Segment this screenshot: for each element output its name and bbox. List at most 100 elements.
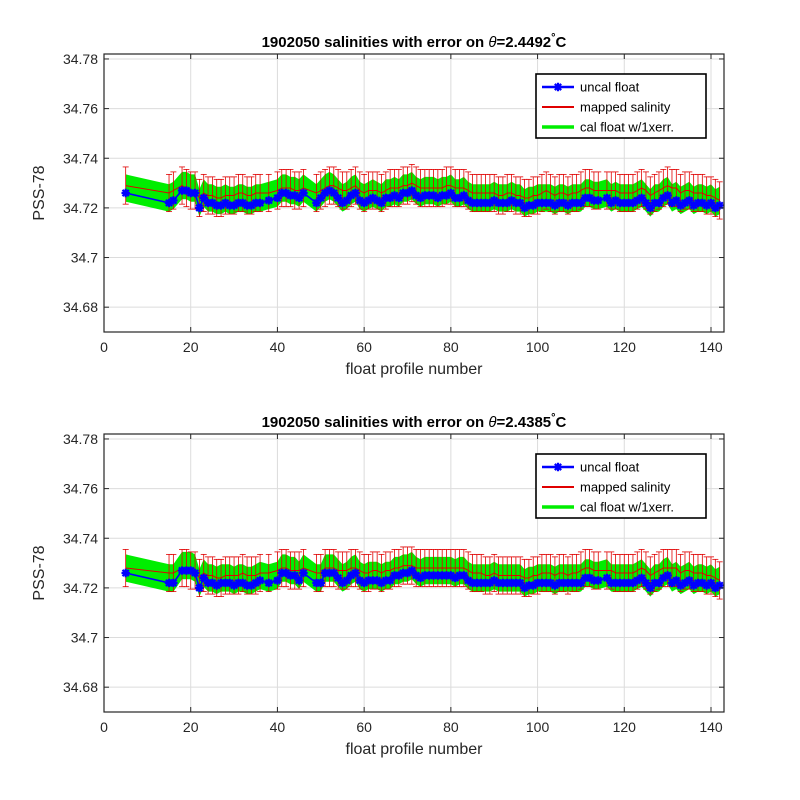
x-axis-ticks: 0 20 40 60 80 100 120 140 [100, 434, 723, 735]
uncal-float-point [568, 198, 577, 208]
uncal-float-point [468, 578, 477, 588]
y-tick-label: 34.74 [63, 530, 98, 546]
legend-label-cal: cal float w/1xerr. [580, 120, 674, 135]
x-axis-label: float profile number [346, 361, 484, 378]
mapped-salinity-errorbar [330, 166, 337, 205]
mapped-salinity-errorbar [122, 166, 129, 205]
uncal-float-point [312, 578, 321, 588]
uncal-float-point [325, 568, 334, 578]
uncal-float-point [320, 568, 330, 578]
axes-box [103, 433, 725, 713]
uncal-float-point [620, 578, 629, 588]
uncal-float-point [225, 201, 234, 210]
uncal-float-point [633, 196, 642, 205]
mapped-salinity-errorbar [491, 173, 498, 213]
uncal-float-point [698, 198, 707, 208]
uncal-float-point [437, 191, 447, 200]
uncal-float-point [550, 201, 560, 210]
mapped-salinity-errorbar [716, 561, 723, 600]
uncal-float-point [416, 573, 425, 583]
chart-panel-1: 0 20 40 60 80 100 120 14034.6834.734.7234.7434.… [31, 32, 725, 378]
uncal-float-point [576, 198, 586, 208]
uncal-float-point [255, 576, 265, 585]
title-degree: ° [551, 412, 555, 424]
uncal-float-point [368, 193, 378, 203]
uncal-float-point [312, 198, 321, 208]
uncal-float-point [511, 578, 521, 588]
legend-label-cal: cal float w/1xerr. [580, 500, 674, 515]
y-tick-label: 34.76 [63, 101, 98, 117]
uncal-float-point [299, 568, 308, 578]
uncal-float-point [706, 578, 716, 588]
mapped-salinity-errorbar [330, 549, 337, 588]
uncal-float-point [186, 188, 195, 198]
y-tick-label: 34.7 [71, 250, 98, 266]
uncal-float-point [403, 568, 412, 578]
uncal-float-point [342, 576, 351, 585]
uncal-float-point [455, 571, 464, 580]
uncal-float-point [624, 578, 633, 588]
uncal-float-point [490, 576, 499, 585]
uncal-float-point [221, 578, 230, 588]
uncal-float-point [338, 578, 347, 588]
uncal-float-point [685, 576, 694, 585]
uncal-float-point [459, 571, 469, 580]
uncal-float-series [121, 186, 724, 213]
mapped-salinity-errorbar [707, 556, 714, 595]
x-tick-label: 40 [270, 339, 286, 355]
mapped-salinity-errorbar [525, 178, 532, 217]
uncal-float-point [286, 191, 295, 200]
uncal-float-point [602, 573, 612, 583]
uncal-float-point [273, 193, 282, 203]
y-tick-label: 34.68 [63, 299, 98, 315]
uncal-float-point [338, 198, 347, 208]
chart-title: 1902050 salinities with error on θ=2.438… [262, 412, 567, 431]
uncal-float-point [628, 198, 638, 208]
uncal-float-point [711, 203, 720, 213]
uncal-float-point [542, 578, 551, 588]
uncal-float-point [251, 578, 260, 588]
uncal-float-point [390, 571, 399, 580]
mapped-salinity-errorbar [252, 556, 259, 595]
uncal-float-point [372, 576, 382, 585]
uncal-float-point [672, 196, 681, 205]
mapped-salinity-errorbar [265, 173, 272, 213]
uncal-float-point [641, 198, 651, 208]
uncal-float-point [333, 573, 343, 583]
mapped-salinity-errorbar [283, 549, 290, 588]
uncal-float-point [715, 201, 724, 210]
mapped-salinity-series [122, 164, 723, 220]
uncal-float-point [320, 188, 330, 198]
uncal-float-point [542, 198, 551, 208]
y-tick-label: 34.78 [63, 431, 98, 447]
x-tick-label: 120 [613, 339, 637, 355]
uncal-float-point [216, 578, 226, 588]
mapped-salinity-errorbar [486, 556, 493, 595]
uncal-float-point [346, 571, 356, 580]
uncal-float-point [281, 568, 291, 578]
uncal-float-point [177, 566, 187, 575]
y-axis-ticks: 34.68 34.7 34.72 34.74 34.76 34.78 [63, 431, 724, 695]
mapped-salinity-errorbar [382, 171, 389, 210]
y-axis-ticks: 34.68 34.7 34.72 34.74 34.76 34.78 [63, 51, 724, 315]
y-tick-label: 34.68 [63, 679, 98, 695]
uncal-float-point [164, 578, 174, 588]
uncal-float-point [229, 201, 239, 210]
uncal-float-point [572, 198, 581, 208]
legend-entry-mapped-salinity: mapped salinity [542, 100, 671, 115]
uncal-float-point [646, 583, 655, 593]
uncal-float-point [450, 193, 460, 203]
uncal-float-point [385, 193, 395, 203]
mapped-salinity-errorbar [460, 549, 467, 588]
uncal-float-point [407, 186, 417, 195]
uncal-float-point [286, 571, 295, 580]
uncal-float-point [294, 576, 304, 585]
legend: uncal float mapped salinity cal float w/1x… [535, 73, 707, 139]
uncal-float-point [702, 201, 711, 210]
uncal-float-point [333, 193, 343, 203]
uncal-float-point [516, 578, 525, 588]
uncal-float-point [186, 566, 195, 575]
uncal-float-point [667, 578, 677, 588]
uncal-float-point [264, 196, 273, 205]
y-tick-label: 34.74 [63, 150, 98, 166]
